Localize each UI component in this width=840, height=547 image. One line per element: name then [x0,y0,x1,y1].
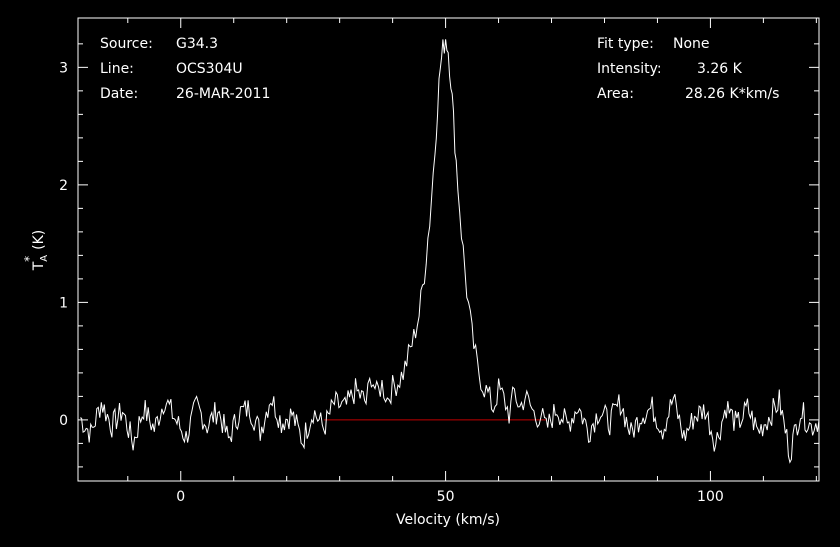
svg-text:TA*(K): TA*(K) [22,230,50,272]
x-axis-label: Velocity (km/s) [396,512,500,528]
fit-type-value: None [673,36,710,52]
y-axis-label: TA*(K) [22,230,50,272]
plot-frame [77,17,820,482]
x-tick-label: 100 [697,489,724,505]
date-key: Date: [100,86,139,102]
x-tick-label: 50 [437,489,455,505]
area-key: Area: [597,86,634,102]
line-key: Line: [100,61,134,77]
source-value: G34.3 [176,36,219,52]
date-value: 26-MAR-2011 [176,86,271,102]
intensity-key: Intensity: [597,61,662,77]
axis-ticks [78,18,819,481]
source-key: Source: [100,36,153,52]
x-tick-label: 0 [176,489,185,505]
fit-type-key: Fit type: [597,36,654,52]
area-value: 28.26 K*km/s [685,86,780,102]
y-tick-label: 1 [59,295,68,311]
line-value: OCS304U [176,61,243,77]
intensity-value: 3.26 K [697,61,742,77]
spectrum-line [79,39,820,464]
y-tick-label: 0 [59,413,68,429]
tick-labels: 0 50 100 0 1 2 3 [59,60,724,505]
y-tick-label: 3 [59,60,68,76]
y-tick-label: 2 [59,178,68,194]
